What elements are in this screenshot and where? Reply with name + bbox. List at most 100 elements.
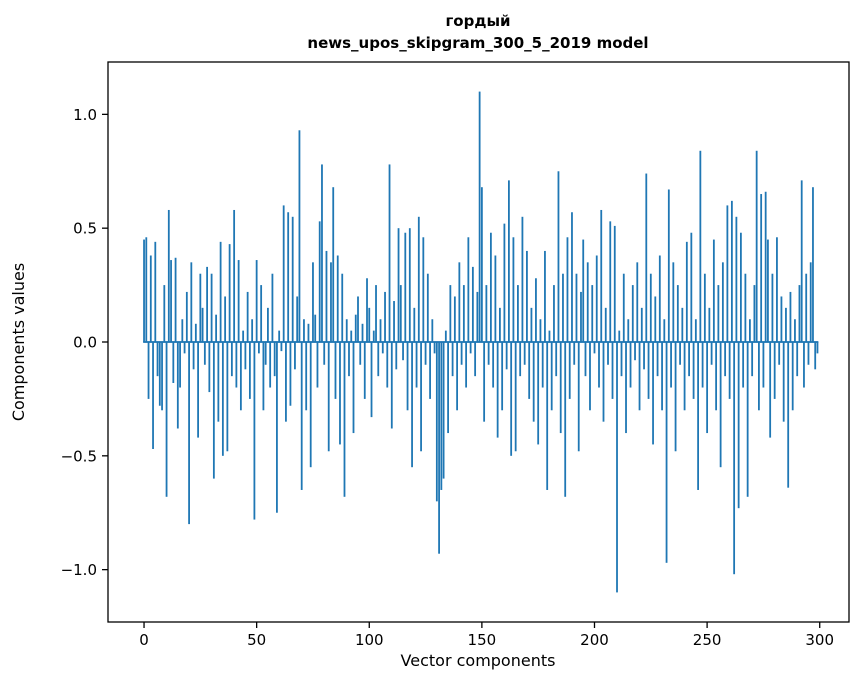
bar: [785, 307, 787, 342]
bar: [796, 342, 799, 377]
bar: [604, 307, 607, 342]
bar: [480, 187, 483, 342]
bar: [152, 342, 154, 449]
bar: [492, 342, 495, 388]
bar: [451, 342, 454, 377]
bar: [535, 278, 537, 342]
bar: [557, 171, 560, 342]
bar: [706, 342, 709, 434]
bar: [530, 307, 533, 342]
bar: [537, 342, 540, 445]
bar: [751, 342, 754, 377]
bar: [634, 342, 636, 361]
bar: [161, 342, 163, 411]
bar: [611, 342, 614, 399]
bar: [269, 342, 272, 388]
bar: [183, 342, 186, 354]
bar: [566, 237, 569, 342]
bar: [181, 319, 184, 342]
bar: [258, 342, 260, 354]
bar: [487, 342, 490, 365]
bar: [622, 273, 625, 342]
bar: [584, 342, 587, 377]
bar: [314, 314, 317, 342]
bar: [307, 323, 310, 342]
bar: [553, 285, 555, 342]
bar: [724, 342, 727, 377]
bar: [413, 307, 416, 342]
bar: [417, 216, 420, 342]
bar: [156, 342, 159, 377]
bar: [348, 342, 350, 377]
bar: [681, 307, 684, 342]
bar: [154, 241, 157, 342]
bar: [321, 164, 323, 342]
bar: [541, 342, 544, 388]
bar: [221, 342, 224, 456]
x-tick-label: 200: [580, 631, 609, 649]
bar: [318, 221, 321, 342]
bar: [782, 342, 785, 422]
axes: [102, 61, 850, 628]
bar: [163, 285, 166, 342]
bar: [791, 342, 794, 411]
bar: [190, 262, 193, 342]
bar: [715, 342, 718, 411]
bar: [192, 342, 195, 370]
x-tick-label: 300: [805, 631, 834, 649]
bar: [440, 342, 443, 490]
bar: [336, 255, 339, 342]
y-tick-label: 1.0: [73, 106, 97, 124]
bar: [188, 342, 190, 525]
bar: [764, 191, 767, 342]
chart-title: гордый: [445, 12, 510, 30]
bar: [812, 187, 814, 342]
bar: [771, 273, 774, 342]
bar: [568, 342, 571, 399]
bar: [719, 342, 722, 468]
bar: [708, 307, 711, 342]
bar: [233, 209, 236, 342]
bar: [228, 244, 231, 342]
bar: [255, 260, 258, 342]
bar: [303, 319, 305, 342]
bar: [185, 291, 188, 342]
bar: [244, 342, 247, 370]
bar: [341, 273, 344, 342]
bar: [595, 255, 598, 342]
bar: [544, 250, 546, 342]
bar: [194, 323, 197, 342]
bar: [809, 262, 812, 342]
bar: [402, 342, 404, 361]
bar: [305, 342, 308, 411]
bar: [573, 342, 576, 365]
bar: [749, 319, 751, 342]
bar: [582, 239, 585, 342]
bar: [471, 266, 474, 342]
bar: [643, 342, 645, 370]
bar: [453, 296, 456, 342]
bar: [246, 291, 249, 342]
y-axis-label: Components values: [9, 263, 28, 421]
bar: [476, 291, 479, 342]
bar: [501, 342, 504, 411]
bar: [690, 232, 693, 342]
bar: [679, 342, 681, 365]
bar: [397, 228, 400, 342]
bar: [368, 307, 371, 342]
bar: [420, 342, 422, 452]
bar: [658, 255, 661, 342]
bar: [170, 260, 172, 342]
bar: [485, 285, 488, 342]
bar: [296, 296, 299, 342]
bar: [217, 342, 220, 422]
bar: [449, 285, 452, 342]
bar: [526, 250, 528, 342]
bar: [271, 273, 274, 342]
bar: [721, 262, 724, 342]
bar: [145, 237, 148, 342]
bar: [625, 342, 627, 434]
bar: [589, 342, 591, 411]
bar: [339, 342, 341, 445]
